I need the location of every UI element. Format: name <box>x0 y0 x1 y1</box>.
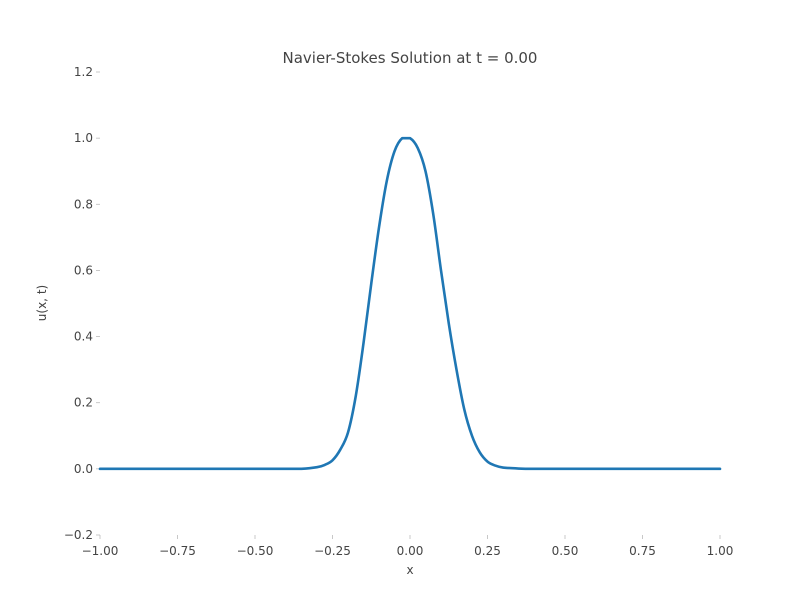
y-tick-label: 0.4 <box>74 330 93 344</box>
x-tick-label: 1.00 <box>707 544 734 558</box>
y-tick-label: 1.0 <box>74 131 93 145</box>
y-axis: −0.2 0.0 0.2 0.4 0.6 0.8 1.0 1.2 <box>64 65 100 542</box>
y-tick-label: 0.2 <box>74 396 93 410</box>
y-tick-label: 1.2 <box>74 65 93 79</box>
y-tick-label: 0.8 <box>74 197 93 211</box>
x-tick-label: −0.75 <box>159 544 196 558</box>
x-axis-label: x <box>406 563 413 577</box>
y-tick-label: 0.6 <box>74 263 93 277</box>
chart-title: Navier-Stokes Solution at t = 0.00 <box>283 49 538 67</box>
x-axis: −1.00 −0.75 −0.50 −0.25 0.00 0.25 0.50 0.75 1.00 <box>82 535 734 558</box>
y-tick-label: −0.2 <box>64 528 93 542</box>
x-tick-label: −1.00 <box>82 544 119 558</box>
series-line <box>98 136 722 471</box>
x-tick-label: −0.50 <box>237 544 274 558</box>
x-tick-label: 0.75 <box>629 544 656 558</box>
y-axis-label: u(x, t) <box>35 285 49 321</box>
x-tick-label: 0.00 <box>397 544 424 558</box>
y-tick-label: 0.0 <box>74 462 93 476</box>
x-tick-label: −0.25 <box>314 544 351 558</box>
x-tick-label: 0.50 <box>552 544 579 558</box>
x-tick-label: 0.25 <box>474 544 501 558</box>
